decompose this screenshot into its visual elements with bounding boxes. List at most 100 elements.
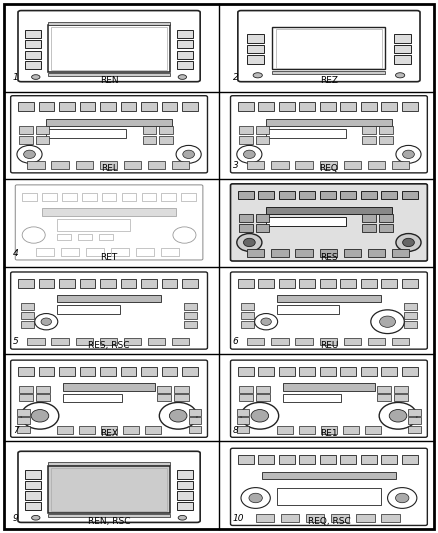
Bar xyxy=(25,491,41,499)
Bar xyxy=(61,248,79,256)
Bar xyxy=(159,126,173,134)
Circle shape xyxy=(396,146,421,163)
Text: 3: 3 xyxy=(233,161,238,170)
Bar xyxy=(124,338,141,345)
Bar xyxy=(239,394,253,401)
Text: 8: 8 xyxy=(233,426,238,434)
Bar xyxy=(238,102,254,111)
Bar xyxy=(300,102,315,111)
Bar xyxy=(157,394,171,401)
Circle shape xyxy=(380,316,396,327)
Bar xyxy=(19,386,33,393)
Text: 4: 4 xyxy=(13,249,18,259)
Bar xyxy=(258,455,274,464)
Bar xyxy=(320,455,336,464)
Bar xyxy=(189,408,201,416)
Bar xyxy=(247,55,264,63)
Bar xyxy=(239,126,252,134)
Bar xyxy=(281,514,299,522)
Circle shape xyxy=(253,72,262,78)
Bar xyxy=(300,455,315,464)
Text: REL: REL xyxy=(101,165,117,173)
Bar xyxy=(340,367,356,376)
Bar xyxy=(276,305,339,313)
Bar xyxy=(19,136,33,144)
Bar xyxy=(381,190,397,199)
Bar xyxy=(279,367,295,376)
Bar xyxy=(159,136,173,144)
Bar xyxy=(143,136,156,144)
Bar xyxy=(59,367,75,376)
Bar xyxy=(18,279,34,288)
Bar xyxy=(22,193,37,201)
Bar xyxy=(238,367,254,376)
Bar xyxy=(21,303,34,310)
Bar xyxy=(48,25,170,72)
Bar xyxy=(80,102,95,111)
Bar xyxy=(362,136,376,144)
Bar xyxy=(39,279,54,288)
Bar xyxy=(239,224,252,232)
Bar xyxy=(343,161,361,169)
Bar xyxy=(272,338,289,345)
Bar xyxy=(18,102,34,111)
Circle shape xyxy=(403,238,414,247)
Bar xyxy=(381,102,397,111)
Bar xyxy=(256,214,269,222)
Bar xyxy=(239,136,252,144)
Circle shape xyxy=(170,409,187,422)
Bar xyxy=(377,386,391,393)
Text: 10: 10 xyxy=(233,514,244,523)
Bar xyxy=(122,193,136,201)
Bar xyxy=(266,119,392,126)
Bar xyxy=(394,386,409,393)
Bar xyxy=(48,514,170,516)
Circle shape xyxy=(241,488,270,508)
Text: REX: REX xyxy=(100,429,118,438)
Bar xyxy=(59,102,75,111)
Circle shape xyxy=(261,318,272,326)
Bar xyxy=(239,214,252,222)
Bar xyxy=(272,161,289,169)
Bar xyxy=(381,455,397,464)
Bar xyxy=(241,303,254,310)
Bar xyxy=(76,338,93,345)
Bar xyxy=(392,161,409,169)
Circle shape xyxy=(251,409,268,422)
Bar xyxy=(279,455,295,464)
Text: 1: 1 xyxy=(13,73,18,82)
Bar xyxy=(367,161,385,169)
Bar xyxy=(52,467,166,511)
Circle shape xyxy=(388,488,417,508)
Bar xyxy=(256,136,269,144)
Bar xyxy=(256,394,270,401)
Bar xyxy=(379,136,393,144)
Bar xyxy=(177,470,193,479)
Text: REN, RSC: REN, RSC xyxy=(88,517,131,526)
Bar xyxy=(276,426,293,433)
Bar xyxy=(39,102,54,111)
Bar xyxy=(364,426,381,433)
FancyBboxPatch shape xyxy=(11,360,208,437)
Bar xyxy=(18,367,34,376)
Bar xyxy=(404,320,417,328)
Bar xyxy=(46,119,172,126)
Bar xyxy=(181,193,196,201)
Bar xyxy=(402,367,418,376)
Bar xyxy=(100,338,117,345)
Bar xyxy=(184,303,197,310)
Bar xyxy=(404,312,417,319)
Bar xyxy=(36,248,53,256)
FancyBboxPatch shape xyxy=(230,96,427,173)
Bar xyxy=(48,73,170,76)
Bar xyxy=(145,426,161,433)
Bar xyxy=(361,102,377,111)
Text: REU: REU xyxy=(320,341,338,350)
Bar xyxy=(258,279,274,288)
Bar xyxy=(62,193,77,201)
Circle shape xyxy=(396,72,405,78)
Bar xyxy=(78,233,92,240)
FancyBboxPatch shape xyxy=(230,448,427,526)
Bar xyxy=(272,249,289,257)
FancyBboxPatch shape xyxy=(15,185,203,260)
